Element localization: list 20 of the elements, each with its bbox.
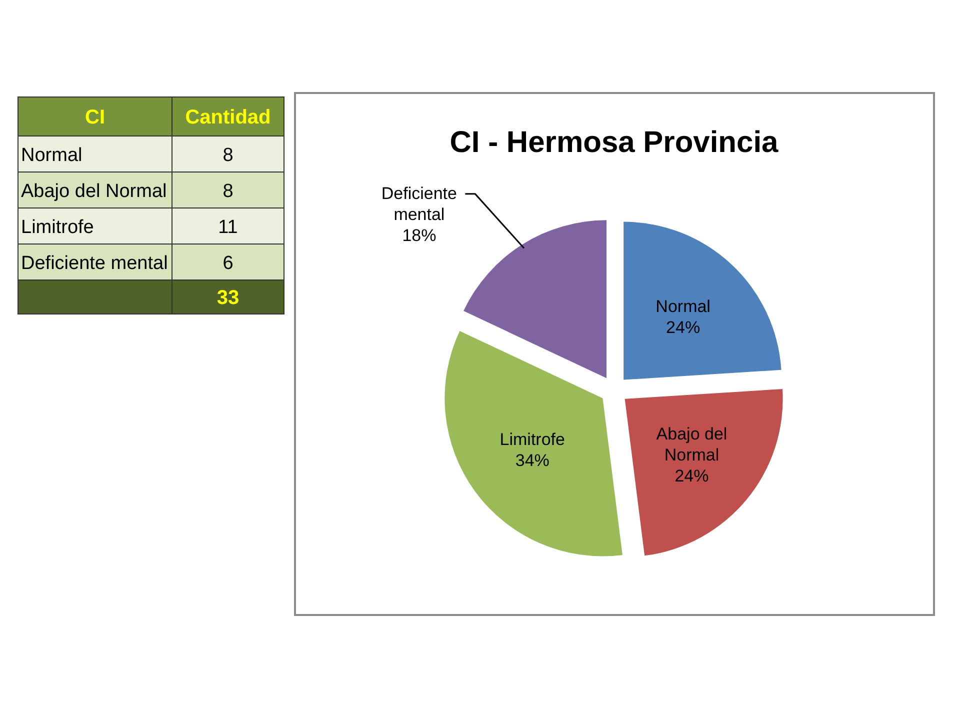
slice-label: Deficiente mental bbox=[381, 184, 457, 224]
data-label: 24% bbox=[666, 318, 700, 337]
text: Cantidad bbox=[185, 106, 271, 128]
data-label: 6 bbox=[222, 253, 234, 274]
category-label: Abajo del Normal bbox=[21, 181, 167, 202]
category-label: Normal bbox=[21, 145, 82, 166]
data-label: 24% bbox=[674, 466, 709, 486]
data-label: 8 bbox=[222, 145, 234, 166]
data-label: 8 bbox=[222, 181, 234, 202]
chart-title: CI - Hermosa Provincia bbox=[450, 126, 779, 159]
category-label: Deficiente mental bbox=[21, 253, 168, 274]
data-label: 18% bbox=[402, 226, 436, 245]
data-label: 34% bbox=[515, 450, 550, 470]
slice-label: Normal bbox=[656, 296, 710, 316]
category-label: Limitrofe bbox=[21, 217, 94, 238]
slice-label: Abajo del Normal bbox=[656, 424, 728, 464]
data-label: 11 bbox=[218, 217, 238, 238]
text: 33 bbox=[216, 287, 240, 309]
slice-label: Limitrofe bbox=[500, 430, 565, 449]
text: CI bbox=[85, 106, 105, 128]
